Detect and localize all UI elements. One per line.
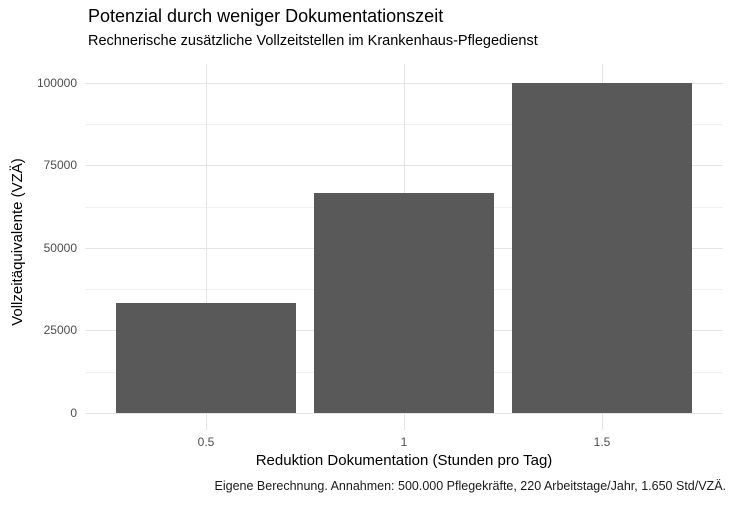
bar-0.5 <box>116 303 296 413</box>
x-tick-label: 0.5 <box>197 435 215 449</box>
chart-caption: Eigene Berechnung. Annahmen: 500.000 Pfl… <box>214 479 726 493</box>
chart-title: Potenzial durch weniger Dokumentationsze… <box>88 6 444 26</box>
y-tick-label: 25000 <box>43 323 77 337</box>
bar-1 <box>314 193 494 413</box>
chart-subtitle: Rechnerische zusätzliche Vollzeitstellen… <box>88 33 538 49</box>
y-tick-label: 100000 <box>36 76 77 90</box>
x-tick-label: 1 <box>400 435 408 449</box>
vertical-gridline <box>206 64 207 430</box>
bar-1.5 <box>512 83 692 413</box>
y-tick-label: 0 <box>70 406 77 420</box>
plot-panel <box>85 64 723 430</box>
y-tick-label: 50000 <box>43 241 77 255</box>
y-tick-label: 75000 <box>43 158 77 172</box>
x-tick-label: 1.5 <box>593 435 611 449</box>
x-axis-title: Reduktion Dokumentation (Stunden pro Tag… <box>255 452 553 469</box>
